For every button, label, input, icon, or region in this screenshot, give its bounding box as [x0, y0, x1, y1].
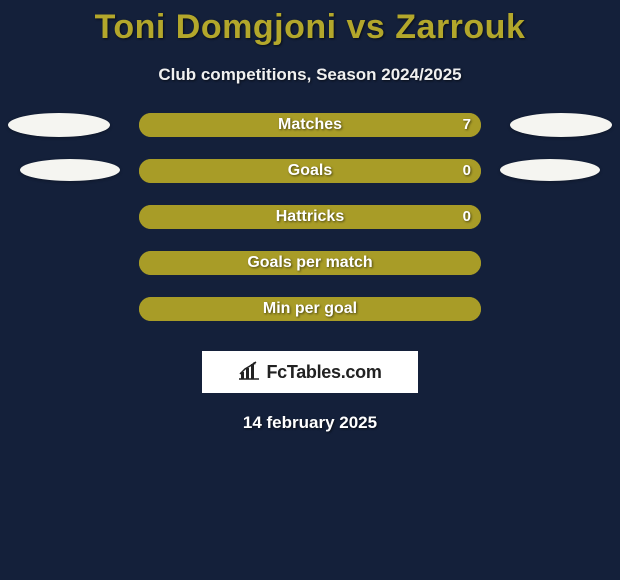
- date-label: 14 february 2025: [0, 413, 620, 433]
- subtitle: Club competitions, Season 2024/2025: [0, 65, 620, 85]
- bar-value: 0: [463, 205, 471, 229]
- bar-fill: [139, 251, 481, 275]
- chart-row: 0Goals: [0, 159, 620, 205]
- bar-track: [139, 251, 481, 275]
- page-title: Toni Domgjoni vs Zarrouk: [0, 0, 620, 47]
- bar-fill: [139, 113, 481, 137]
- bar-track: 0: [139, 159, 481, 183]
- bar-fill: [139, 159, 481, 183]
- player-marker-right: [510, 113, 612, 137]
- bar-value: 0: [463, 159, 471, 183]
- bar-track: 0: [139, 205, 481, 229]
- bar-chart-icon: [238, 360, 260, 385]
- bar-track: [139, 297, 481, 321]
- logo-text: FcTables.com: [266, 362, 381, 383]
- bar-fill: [139, 205, 481, 229]
- bar-value: 7: [463, 113, 471, 137]
- bar-fill: [139, 297, 481, 321]
- player-marker-left: [8, 113, 110, 137]
- chart-row: Min per goal: [0, 297, 620, 343]
- bar-track: 7: [139, 113, 481, 137]
- chart-row: 7Matches: [0, 113, 620, 159]
- chart-row: 0Hattricks: [0, 205, 620, 251]
- chart-row: Goals per match: [0, 251, 620, 297]
- logo-box: FcTables.com: [202, 351, 418, 393]
- player-marker-right: [500, 159, 600, 181]
- player-marker-left: [20, 159, 120, 181]
- comparison-chart: 7Matches0Goals0HattricksGoals per matchM…: [0, 113, 620, 343]
